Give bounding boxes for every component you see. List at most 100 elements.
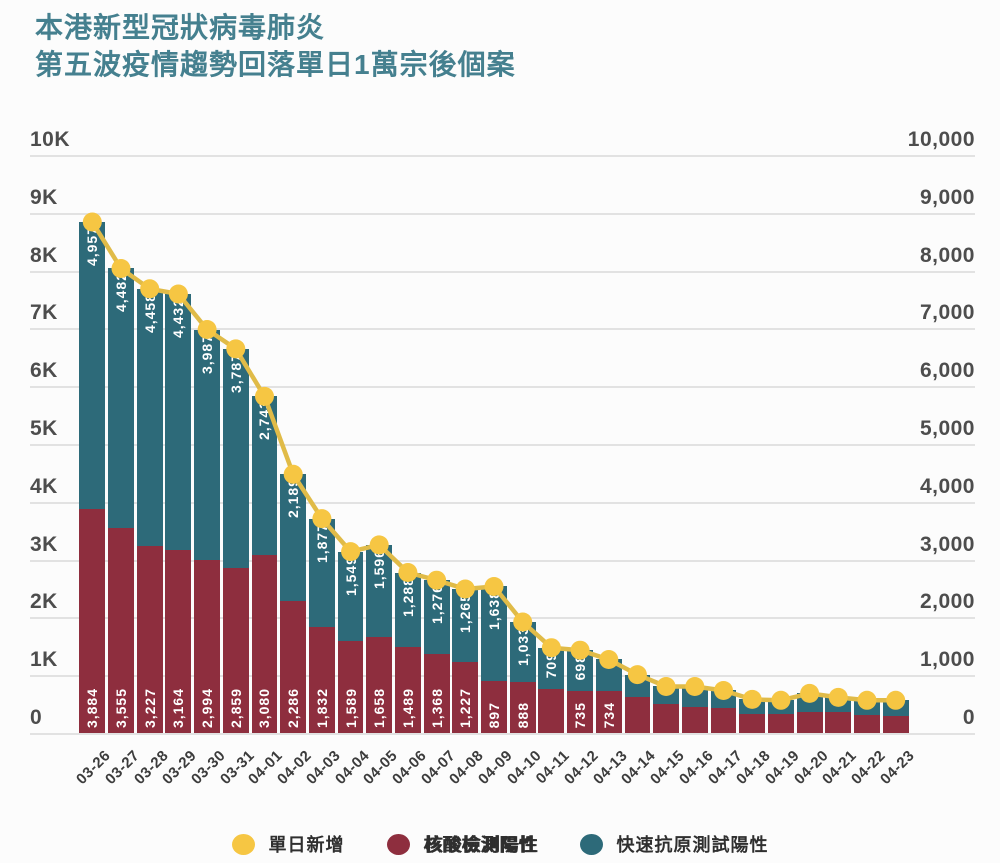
trend-dot-04-18 (742, 689, 762, 709)
trend-dot-03-29 (168, 284, 188, 304)
pcr-segment-03-27: 3,555 (108, 527, 134, 733)
y-tick-left-8K: 8K (30, 243, 58, 267)
daily-total-trend-line (82, 212, 906, 710)
trend-dot-04-09 (484, 577, 504, 596)
bar-04-04: 1,549 1,589 (337, 551, 364, 733)
gridline-6K (30, 386, 975, 389)
bar-03-28: 4,458 3,227 (136, 288, 163, 733)
bar-03-26: 4,957 3,884 (79, 222, 106, 733)
pcr-segment-03-28: 3,227 (136, 546, 163, 733)
pcr-segment-04-17 (710, 708, 737, 733)
trend-polyline (90, 220, 896, 703)
pcr-segment-04-07: 1,368 (423, 653, 450, 733)
bar-04-06: 1,288 1,489 (394, 572, 421, 733)
rat-segment-03-26: 4,957 (79, 222, 106, 509)
rat-segment-03-31: 3,787 (222, 348, 249, 568)
legend-label-rat-positive: 快速抗原測試陽性 (616, 835, 769, 855)
y-tick-right-0: 0 (962, 706, 975, 729)
pcr-segment-04-05: 1,658 (366, 637, 393, 733)
gridline-7K (30, 328, 975, 331)
trend-dot-04-22 (857, 690, 877, 710)
rat-segment-04-07: 1,276 (423, 580, 450, 654)
trend-dot-04-13 (599, 650, 619, 669)
bar-04-01: 2,743 3,080 (251, 396, 278, 733)
trend-dot-04-05 (369, 535, 389, 555)
chart-title-line2: 第五波疫情趨勢回落單日1萬宗後個案 (35, 48, 516, 80)
trend-dot-04-21 (828, 687, 848, 707)
gridline-5K (30, 444, 975, 446)
pcr-segment-04-09: 897 (481, 681, 507, 733)
y-tick-left-3K: 3K (30, 532, 58, 556)
legend-item-daily-new: 單日新增 (231, 831, 345, 857)
bar-04-07: 1,276 1,368 (423, 580, 450, 733)
pcr-segment-04-13: 734 (595, 690, 622, 733)
bar-04-09: 1,638 897 (481, 586, 507, 733)
bar-03-31: 3,787 2,859 (222, 348, 249, 733)
pcr-positive-swatch-icon (386, 833, 410, 855)
y-tick-right-2,000: 2,000 (919, 590, 975, 614)
pcr-segment-04-21 (825, 712, 852, 733)
rat-segment-04-02: 2,189 (280, 474, 307, 601)
chart-title: 本港新型冠狀病毒肺炎 第五波疫情趨勢回落單日1萬宗後個案 (35, 10, 516, 84)
gridline-10K (30, 155, 975, 157)
y-tick-left-6K: 6K (30, 359, 58, 383)
pcr-segment-03-31: 2,859 (222, 567, 249, 733)
trend-dot-04-23 (886, 690, 906, 710)
trend-dot-04-12 (570, 640, 590, 660)
trend-dot-04-11 (541, 638, 561, 658)
bar-03-27: 4,482 3,555 (108, 268, 134, 733)
y-tick-right-6,000: 6,000 (919, 359, 975, 383)
pcr-segment-04-01: 3,080 (251, 554, 278, 733)
y-tick-left-1K: 1K (30, 648, 58, 672)
rat-segment-03-29: 4,432 (165, 293, 192, 551)
rat-positive-swatch-icon (579, 833, 603, 855)
trend-dot-03-26 (82, 212, 102, 232)
y-tick-right-8,000: 8,000 (919, 243, 975, 267)
trend-dot-04-20 (800, 683, 820, 703)
y-tick-left-5K: 5K (30, 417, 58, 440)
y-tick-right-5,000: 5,000 (919, 417, 975, 440)
rat-segment-04-06: 1,288 (394, 572, 421, 647)
gridline-8K (30, 270, 975, 273)
trend-dot-04-06 (398, 563, 418, 582)
y-tick-right-7,000: 7,000 (919, 301, 975, 325)
trend-dot-03-27 (111, 259, 131, 278)
y-tick-left-4K: 4K (30, 474, 58, 498)
pcr-segment-04-06: 1,489 (394, 646, 421, 733)
gridline-9K (30, 212, 975, 215)
trend-dot-04-10 (513, 612, 533, 632)
trend-dot-04-19 (771, 690, 791, 710)
gridline-3K (30, 559, 975, 562)
y-tick-right-3,000: 3,000 (919, 532, 975, 556)
trend-dot-04-03 (312, 509, 332, 529)
pcr-segment-03-29: 3,164 (165, 550, 192, 733)
bar-04-08: 1,265 1,227 (452, 588, 479, 733)
pcr-segment-04-08: 1,227 (452, 662, 479, 733)
trend-dot-04-15 (656, 677, 676, 696)
trend-dot-04-17 (714, 681, 733, 700)
y-tick-left-9K: 9K (30, 185, 58, 209)
y-tick-right-1,000: 1,000 (919, 648, 975, 672)
rat-segment-04-03: 1,877 (308, 518, 335, 628)
rat-segment-04-08: 1,265 (452, 588, 479, 663)
rat-segment-04-09: 1,638 (481, 586, 507, 682)
legend-label-pcr-positive: 核酸檢測陽性 (423, 835, 538, 855)
legend-label-daily-new: 單日新增 (268, 835, 345, 855)
pcr-segment-04-16 (681, 707, 708, 733)
trend-dot-04-02 (283, 464, 303, 484)
trend-dot-03-31 (226, 339, 246, 359)
pcr-segment-03-26: 3,884 (79, 508, 106, 733)
rat-segment-04-05: 1,596 (366, 544, 393, 638)
bar-03-30: 3,987 2,994 (194, 329, 221, 734)
bar-03-29: 4,432 3,164 (165, 293, 192, 733)
pcr-segment-04-22 (854, 715, 880, 733)
bar-04-05: 1,596 1,658 (366, 544, 393, 733)
trend-dot-03-30 (197, 320, 217, 339)
y-tick-left-7K: 7K (30, 301, 58, 325)
pcr-segment-04-19 (767, 714, 794, 733)
rat-segment-03-28: 4,458 (136, 288, 163, 547)
daily-new-dot-icon (231, 833, 255, 855)
legend: 單日新增 核酸檢測陽性 快速抗原測試陽性 (0, 826, 1000, 862)
x-axis-labels: 03-26 03-27 03-28 03-29 03-30 03-31 04-01 04-02… (0, 733, 1000, 823)
pcr-segment-04-04: 1,589 (337, 641, 364, 733)
